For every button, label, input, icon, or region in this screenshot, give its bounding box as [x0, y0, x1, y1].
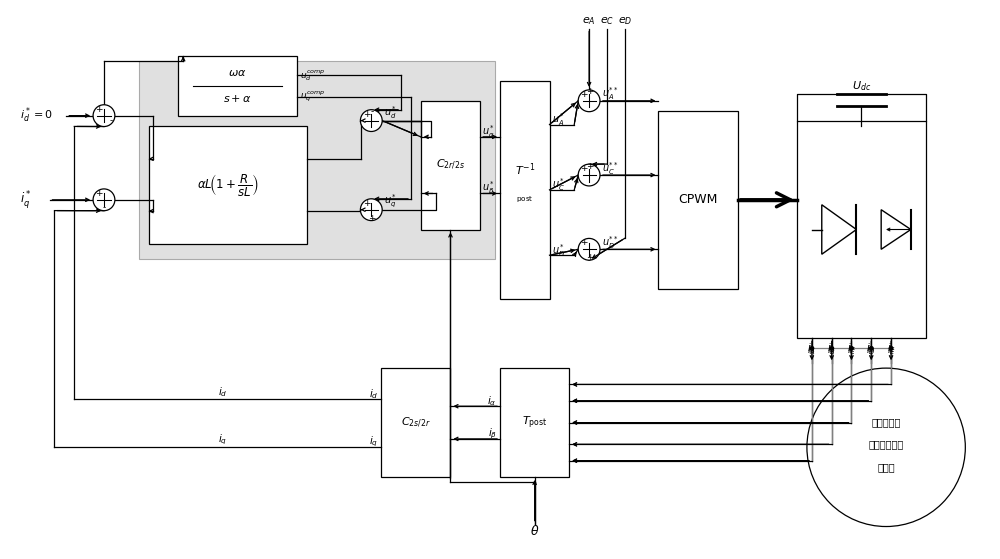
Text: $T^{-1}$: $T^{-1}$: [515, 162, 535, 178]
Text: $s+\alpha$: $s+\alpha$: [223, 93, 252, 105]
Text: +: +: [586, 253, 593, 262]
Text: $u_q^*$: $u_q^*$: [384, 193, 397, 211]
Text: +: +: [580, 90, 588, 99]
Bar: [149, 126, 307, 244]
Text: $u_\beta^*$: $u_\beta^*$: [482, 180, 495, 197]
Circle shape: [889, 346, 894, 351]
Text: $u_C^*$: $u_C^*$: [552, 177, 566, 193]
Text: +: +: [368, 214, 376, 222]
Text: $u_d^{comp}$: $u_d^{comp}$: [300, 68, 325, 83]
Text: -: -: [109, 116, 113, 125]
Text: $T_{\rm post}$: $T_{\rm post}$: [522, 414, 547, 431]
Circle shape: [809, 346, 814, 351]
Text: $i_{C}$: $i_{C}$: [847, 343, 856, 357]
Circle shape: [849, 346, 854, 351]
Text: $C_{2r/2s}$: $C_{2r/2s}$: [436, 158, 465, 172]
Text: $i_\alpha$: $i_\alpha$: [487, 395, 497, 408]
Text: +: +: [580, 164, 588, 173]
Text: $i_{C}$: $i_{C}$: [847, 342, 856, 355]
Text: $C_{2s/2r}$: $C_{2s/2r}$: [401, 415, 431, 430]
Text: +: +: [95, 189, 103, 198]
Circle shape: [578, 164, 600, 186]
Text: $e_A$: $e_A$: [582, 16, 596, 27]
Text: -: -: [370, 107, 373, 116]
Text: $i_{E}$: $i_{E}$: [887, 342, 896, 355]
Text: $i_q^*$: $i_q^*$: [20, 189, 32, 211]
Text: $u_D^*$: $u_D^*$: [552, 242, 566, 259]
Text: -: -: [102, 203, 106, 212]
Bar: [381, 368, 450, 477]
Text: $u_q^{comp}$: $u_q^{comp}$: [300, 89, 325, 104]
Text: +: +: [580, 238, 588, 248]
Text: $\theta$: $\theta$: [530, 524, 539, 538]
Text: $i_d$: $i_d$: [369, 387, 378, 401]
Text: $i_d^*=0$: $i_d^*=0$: [20, 106, 53, 125]
Circle shape: [93, 105, 115, 126]
Text: +: +: [586, 162, 593, 170]
Text: $i_{E}$: $i_{E}$: [887, 343, 896, 357]
Text: $i_q$: $i_q$: [369, 434, 378, 449]
Text: CPWM: CPWM: [678, 193, 718, 206]
Text: $i_{B}$: $i_{B}$: [827, 343, 836, 357]
Text: $u_d^*$: $u_d^*$: [384, 105, 397, 121]
Text: $i_{B}$: $i_{B}$: [827, 342, 836, 355]
Text: $i_{D}$: $i_{D}$: [866, 342, 876, 355]
Text: $e_D$: $e_D$: [618, 16, 632, 27]
Circle shape: [360, 110, 382, 131]
Text: $u_D^{**}$: $u_D^{**}$: [602, 234, 619, 251]
Text: $\omega\alpha$: $\omega\alpha$: [228, 68, 247, 78]
Text: $e_C$: $e_C$: [600, 16, 614, 27]
Text: +: +: [363, 110, 370, 119]
Circle shape: [93, 189, 115, 211]
Text: $i_d$: $i_d$: [218, 385, 228, 399]
Text: $\alpha L\!\left(1+\dfrac{R}{sL}\right)$: $\alpha L\!\left(1+\dfrac{R}{sL}\right)$: [197, 172, 259, 198]
Bar: [797, 121, 926, 338]
Text: +: +: [95, 105, 103, 113]
Circle shape: [578, 238, 600, 260]
Bar: [658, 111, 738, 289]
Bar: [421, 101, 480, 230]
Bar: [500, 368, 569, 477]
Text: $u_A^*$: $u_A^*$: [552, 111, 566, 128]
Text: 五相永磁体: 五相永磁体: [871, 418, 901, 428]
Text: $i_q$: $i_q$: [218, 433, 227, 447]
Circle shape: [807, 368, 965, 527]
Text: $i_{A}$: $i_{A}$: [807, 343, 816, 357]
Bar: [139, 61, 495, 259]
Text: $U_{dc}$: $U_{dc}$: [852, 79, 871, 93]
Bar: [178, 56, 297, 116]
Text: $u_C^{**}$: $u_C^{**}$: [602, 160, 619, 177]
Circle shape: [578, 90, 600, 112]
Text: $u_\alpha^*$: $u_\alpha^*$: [482, 124, 495, 140]
Bar: [500, 81, 550, 299]
Text: $_{\rm post}$: $_{\rm post}$: [516, 195, 534, 205]
Text: +: +: [586, 87, 593, 96]
Text: +: +: [363, 199, 370, 208]
Text: $i_\beta$: $i_\beta$: [488, 427, 497, 441]
Text: $u_A^{**}$: $u_A^{**}$: [602, 86, 619, 102]
Text: 线电机: 线电机: [877, 462, 895, 472]
Circle shape: [829, 346, 834, 351]
Text: $i_{D}$: $i_{D}$: [866, 343, 876, 357]
Text: 内嵌式容错直: 内嵌式容错直: [868, 439, 904, 449]
Circle shape: [360, 199, 382, 221]
Circle shape: [869, 346, 874, 351]
Text: $i_{A}$: $i_{A}$: [807, 342, 816, 355]
